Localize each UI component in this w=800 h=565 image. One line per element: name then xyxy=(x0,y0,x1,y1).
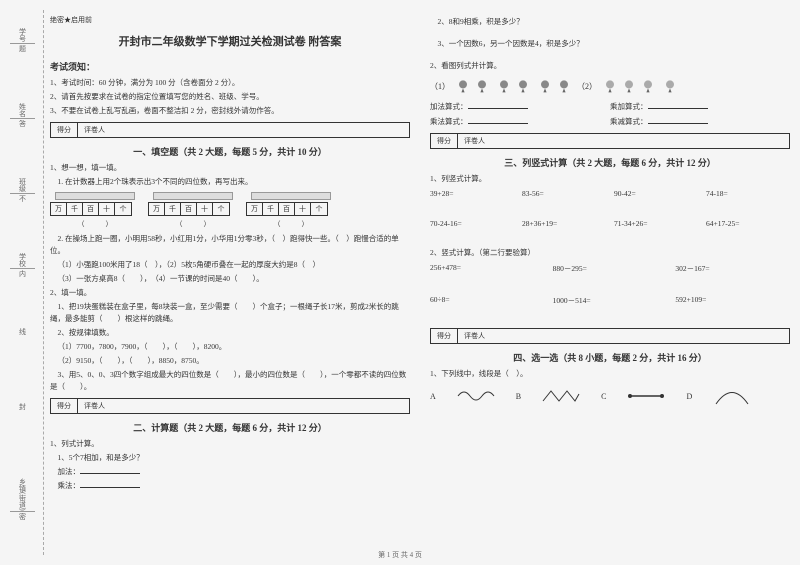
page-content: 绝密★启用前 开封市二年级数学下学期过关检测试卷 附答案 考试须知： 1、考试时… xyxy=(45,0,800,565)
shapes-row: A B C D xyxy=(430,386,790,406)
notice-item: 2、请首先按要求在试卷的指定位置填写您的姓名、班级、学号。 xyxy=(50,91,410,103)
score-box: 得分 评卷人 xyxy=(430,133,790,149)
q2-2b: （2）9150，（ ），（ ），8850，8750。 xyxy=(50,355,410,367)
sidebar-mark-line: 线 xyxy=(18,328,28,388)
digit-block: 万 千 百 十 个 （ ） xyxy=(246,192,336,229)
left-column: 绝密★启用前 开封市二年级数学下学期过关检测试卷 附答案 考试须知： 1、考试时… xyxy=(50,15,410,555)
flower-icon xyxy=(495,78,513,94)
s2-q1-1: 1、5个7相加，和是多少？ xyxy=(50,452,410,464)
page-footer: 第 1 页 共 4 页 xyxy=(378,550,422,560)
score-box: 得分 评卷人 xyxy=(50,398,410,414)
flower-icon xyxy=(620,78,638,94)
group-label-2: （2） xyxy=(577,81,597,92)
sidebar-field-name: 姓名 答 xyxy=(10,103,35,163)
flower-icon xyxy=(555,78,573,94)
option-b: B xyxy=(516,392,521,401)
secret-label: 绝密★启用前 xyxy=(50,15,410,25)
section4-title: 四、选一选（共 8 小题，每题 2 分，共计 16 分） xyxy=(430,351,790,364)
formula-row: 加法算式： 乘加算式： xyxy=(430,101,790,112)
exam-title: 开封市二年级数学下学期过关检测试卷 附答案 xyxy=(50,33,410,49)
q1-1: 1. 在计数器上用2个珠表示出3个不同的四位数，再写出来。 xyxy=(50,176,410,188)
add-line: 加法： xyxy=(50,466,410,478)
sidebar-field-id: 学号 题 xyxy=(10,28,35,88)
flower-group xyxy=(495,78,532,94)
flower-group xyxy=(536,78,573,94)
digit-tables: 万 千 百 十 个 （ ） 万 千 百 十 个 （ ） xyxy=(50,192,410,229)
score-box: 得分 评卷人 xyxy=(430,328,790,344)
calc-row: 70-24-16= 28+36+19= 71-34+26= 64+17-25= xyxy=(430,219,790,228)
line-segment-icon xyxy=(626,386,666,406)
flower-icon xyxy=(514,78,532,94)
q1-title: 1、想一想，填一填。 xyxy=(50,162,410,174)
s3-q1: 1、列竖式计算。 xyxy=(430,173,790,185)
q1-2b: （3）一张方桌高8（ ）， （4）一节课的时间是40（ ）。 xyxy=(50,273,410,285)
option-c: C xyxy=(601,392,606,401)
section2-title: 二、计算题（共 2 大题，每题 6 分，共计 12 分） xyxy=(50,421,410,434)
zigzag-line-icon xyxy=(541,386,581,406)
arc-icon xyxy=(712,386,752,406)
s2-q1-2: 2、8和9相乘，积是多少？ xyxy=(430,16,790,28)
sidebar-mark-seal: 封 xyxy=(18,403,28,463)
option-a: A xyxy=(430,392,436,401)
flower-icon xyxy=(661,78,679,94)
q1-2: 2. 在操场上跑一圈，小明用58秒，小红用1分，小华用1分零3秒，（ ）跑得快一… xyxy=(50,233,410,257)
s2-q1: 1、列式计算。 xyxy=(50,438,410,450)
section1-title: 一、填空题（共 2 大题，每题 5 分，共计 10 分） xyxy=(50,145,410,158)
flower-group xyxy=(454,78,491,94)
calc-row: 60÷8= 1000－514= 592+109= xyxy=(430,295,790,306)
wavy-line-icon xyxy=(456,386,496,406)
calc-row: 256+478= 880－295= 302－167= xyxy=(430,263,790,274)
section3-title: 三、列竖式计算（共 2 大题，每题 6 分，共计 12 分） xyxy=(430,156,790,169)
binding-sidebar: 学号 题 姓名 答 班级 不 学校 内 线 封 乡镇(街道) 密 xyxy=(0,0,45,565)
notice-item: 1、考试时间：60 分钟，满分为 100 分（含卷面分 2 分）。 xyxy=(50,77,410,89)
s2-q2: 2、看图列式并计算。 xyxy=(430,60,790,72)
flower-icon xyxy=(601,78,619,94)
q2-title: 2、填一填。 xyxy=(50,287,410,299)
s2-q1-3: 3、一个因数6，另一个因数是4，积是多少？ xyxy=(430,38,790,50)
q1-2a: （1）小强跑100米用了18（ ），（2）5枚5角硬币叠在一起的厚度大约是8（ … xyxy=(50,259,410,271)
s4-q1: 1、下列线中，线段是（ ）。 xyxy=(430,368,790,380)
q2-2: 2、按规律填数。 xyxy=(50,327,410,339)
flower-group xyxy=(601,78,657,94)
flower-icon xyxy=(454,78,472,94)
flower-diagram: （1） （2） xyxy=(430,78,790,94)
notice-heading: 考试须知： xyxy=(50,60,410,73)
mul-line: 乘法： xyxy=(50,480,410,492)
q2-2a: （1）7700，7800，7900，（ ），（ ），8200。 xyxy=(50,341,410,353)
formula-row: 乘法算式： 乘减算式： xyxy=(430,116,790,127)
sidebar-field-school: 学校 内 xyxy=(10,253,35,313)
flower-icon xyxy=(536,78,554,94)
notice-item: 3、不要在试卷上乱写乱画，卷面不整洁扣 2 分，密封线外请勿作答。 xyxy=(50,105,410,117)
calc-row: 39+28= 83-56= 90-42= 74-18= xyxy=(430,189,790,198)
sidebar-field-town: 乡镇(街道) 密 xyxy=(10,478,35,538)
option-d: D xyxy=(686,392,692,401)
q2-1: 1、把19块蛋糕装在盒子里，每8块装一盒，至少需要（ ）个盒子；一根绳子长17米… xyxy=(50,301,410,325)
flower-icon xyxy=(639,78,657,94)
group-label-1: （1） xyxy=(430,81,450,92)
score-label: 得分 xyxy=(51,123,78,137)
flower-icon xyxy=(473,78,491,94)
grader-label: 评卷人 xyxy=(78,123,111,137)
s3-q2: 2、竖式计算。（第二行要验算） xyxy=(430,247,790,259)
binding-line xyxy=(43,10,44,555)
digit-block: 万 千 百 十 个 （ ） xyxy=(148,192,238,229)
q2-3: 3、用5、0、0、3四个数字组成最大的四位数是（ ），最小的四位数是（ ），一个… xyxy=(50,369,410,393)
right-column: 2、8和9相乘，积是多少？ 3、一个因数6，另一个因数是4，积是多少？ 2、看图… xyxy=(430,15,790,555)
digit-block: 万 千 百 十 个 （ ） xyxy=(50,192,140,229)
sidebar-field-class: 班级 不 xyxy=(10,178,35,238)
score-box: 得分 评卷人 xyxy=(50,122,410,138)
